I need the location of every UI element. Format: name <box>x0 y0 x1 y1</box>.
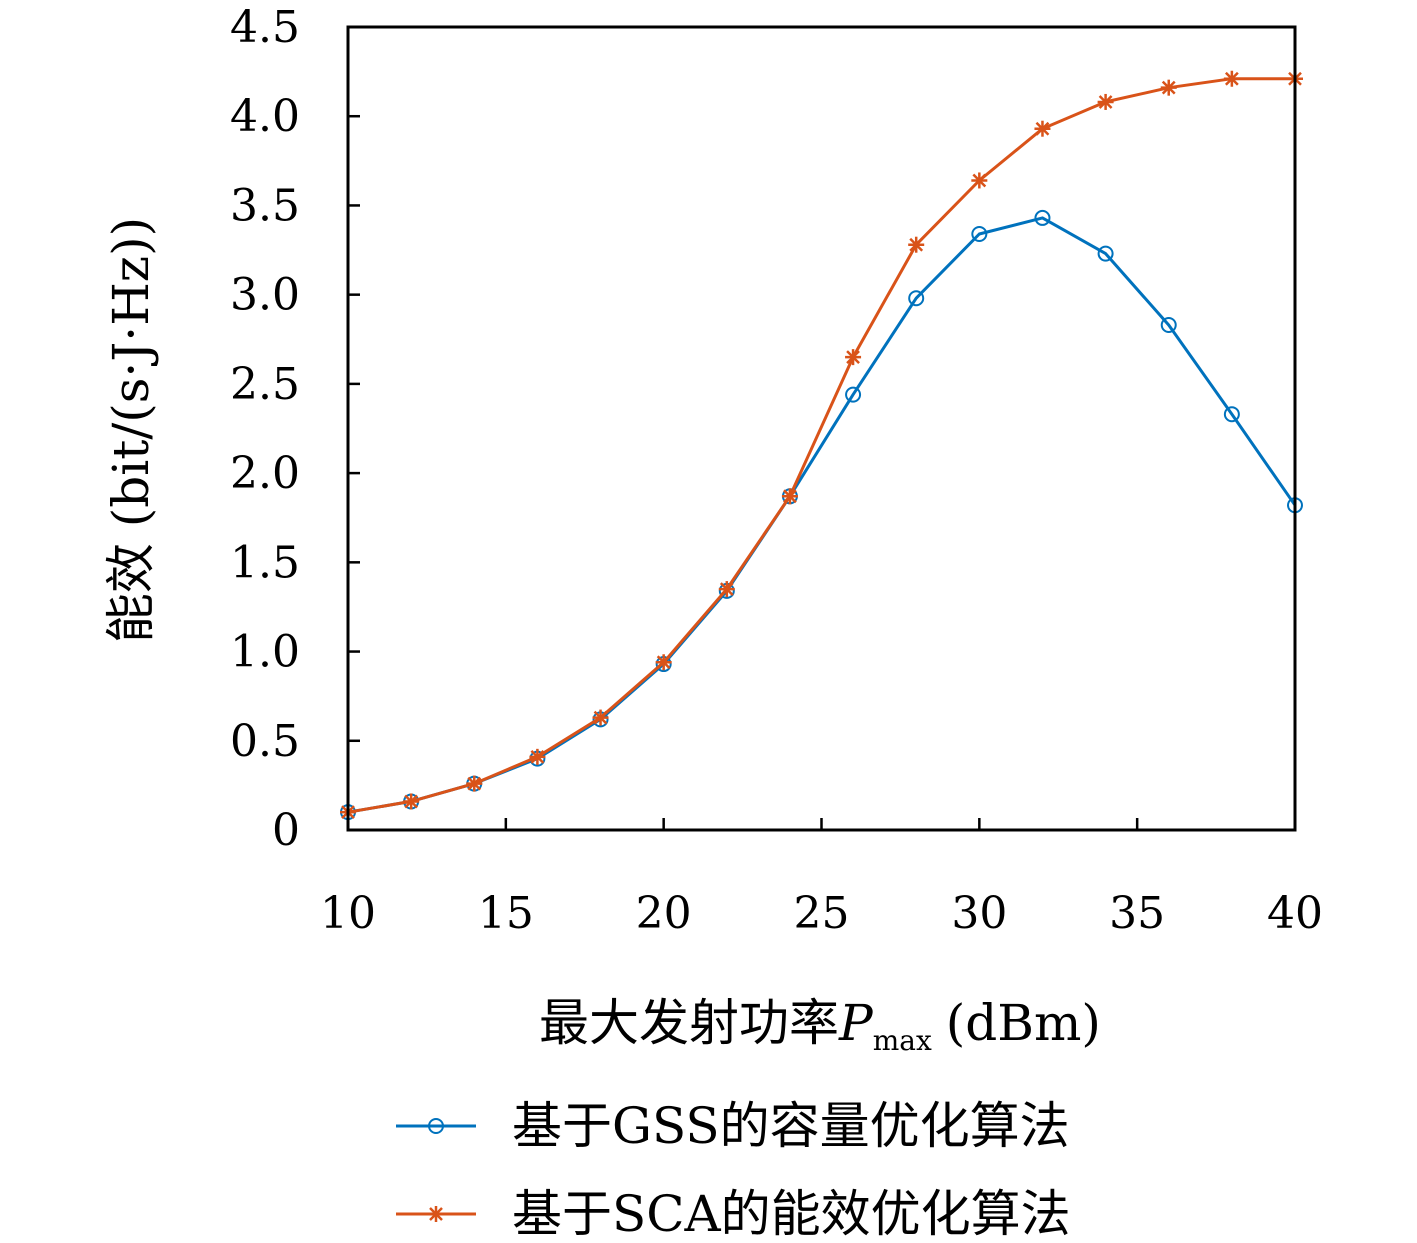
data-point <box>845 386 862 403</box>
x-tick-label: 35 <box>1109 888 1165 939</box>
data-point <box>1223 406 1240 423</box>
y-axis-title: 能效 (bit/(s·J·Hz)) <box>102 217 160 643</box>
legend-marker-gss <box>428 1118 444 1134</box>
y-tick-label: 2.0 <box>230 448 300 499</box>
x-axis-title: 最大发射功率Pmax (dBm) <box>539 994 1101 1057</box>
series-line-0 <box>347 216 1297 814</box>
data-point <box>971 172 988 189</box>
legend-item-gss: 基于GSS的容量优化算法 <box>396 1097 1070 1155</box>
x-tick-label: 10 <box>320 888 376 939</box>
legend-label-gss: 基于GSS的容量优化算法 <box>512 1097 1070 1155</box>
x-axis-ticks: 10 15 20 25 30 35 40 <box>320 818 1323 939</box>
x-tick-label: 20 <box>636 888 692 939</box>
x-axis-title-unit: (dBm) <box>946 994 1101 1052</box>
series-line-1 <box>347 77 1295 814</box>
x-axis-title-main: 最大发射功率 <box>539 994 839 1052</box>
data-point <box>403 793 420 810</box>
data-point <box>908 236 925 253</box>
data-point <box>592 709 609 726</box>
data-point <box>466 775 483 792</box>
x-tick-label: 30 <box>951 888 1007 939</box>
y-tick-label: 3.5 <box>230 180 300 231</box>
series-0 <box>340 209 1303 821</box>
legend-marker-sca <box>428 1206 444 1222</box>
data-point <box>1160 317 1177 334</box>
y-tick-label: 4.0 <box>230 91 300 142</box>
series-layer <box>340 70 1303 821</box>
y-tick-label: 0.5 <box>230 716 300 767</box>
data-point <box>908 290 925 307</box>
y-tick-label: 0 <box>272 805 300 856</box>
y-tick-label: 4.5 <box>230 2 300 53</box>
legend: 基于GSS的容量优化算法 基于SCA的能效优化算法 <box>396 1097 1071 1243</box>
x-axis-title-var: P <box>838 994 874 1052</box>
data-point <box>781 488 798 505</box>
x-axis-title-sub: max <box>873 1024 932 1057</box>
y-tick-label: 3.0 <box>230 270 300 321</box>
data-point <box>971 225 988 242</box>
data-point <box>1034 209 1051 226</box>
data-point <box>1097 245 1114 262</box>
data-point <box>529 748 546 765</box>
data-point <box>1223 70 1240 87</box>
data-point <box>1097 93 1114 110</box>
data-point <box>1160 79 1177 96</box>
data-point <box>845 349 862 366</box>
x-tick-label: 40 <box>1267 888 1323 939</box>
x-tick-label: 15 <box>478 888 534 939</box>
y-tick-label: 2.5 <box>230 359 300 410</box>
y-axis-ticks: 0 0.5 1.0 1.5 2.0 2.5 3.0 3.5 4.0 4.5 <box>230 2 360 856</box>
y-tick-label: 1.0 <box>230 627 300 678</box>
data-point <box>1034 120 1051 137</box>
y-tick-label: 1.5 <box>230 537 300 588</box>
legend-item-sca: 基于SCA的能效优化算法 <box>396 1185 1071 1243</box>
data-point <box>718 581 735 598</box>
x-tick-label: 25 <box>794 888 850 939</box>
legend-label-sca: 基于SCA的能效优化算法 <box>512 1185 1071 1243</box>
data-point <box>655 654 672 671</box>
